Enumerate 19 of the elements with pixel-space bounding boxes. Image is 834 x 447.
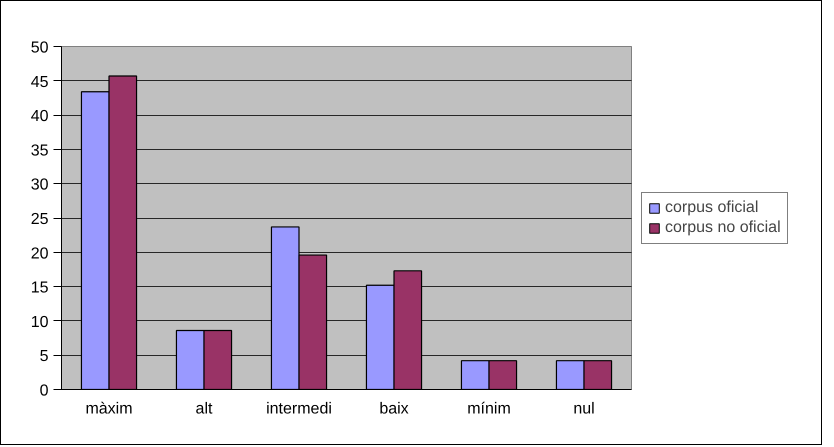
x-tick-label: intermedi — [266, 400, 332, 418]
x-tick-label: alt — [196, 400, 214, 418]
y-tick-label: 25 — [30, 211, 49, 228]
x-tick-label: baix — [379, 400, 409, 418]
y-tick-label: 45 — [30, 74, 49, 91]
x-tick-label: màxim — [85, 400, 133, 418]
y-tick-label: 50 — [30, 40, 49, 56]
y-tick-label: 15 — [30, 280, 49, 297]
legend-label: corpus oficial — [665, 198, 758, 216]
y-tick-label: 35 — [30, 142, 49, 160]
x-tick-label: mínim — [467, 400, 511, 418]
y-tick-label: 30 — [30, 176, 49, 194]
y-tick-label: 10 — [30, 314, 49, 331]
y-tick-label: 40 — [30, 108, 49, 126]
y-tick-label: 20 — [30, 245, 49, 262]
y-tick-label: 0 — [40, 382, 49, 400]
x-tick-label: nul — [573, 400, 595, 418]
y-tick-label: 5 — [40, 348, 49, 366]
legend-label: corpus no oficial — [665, 218, 781, 236]
